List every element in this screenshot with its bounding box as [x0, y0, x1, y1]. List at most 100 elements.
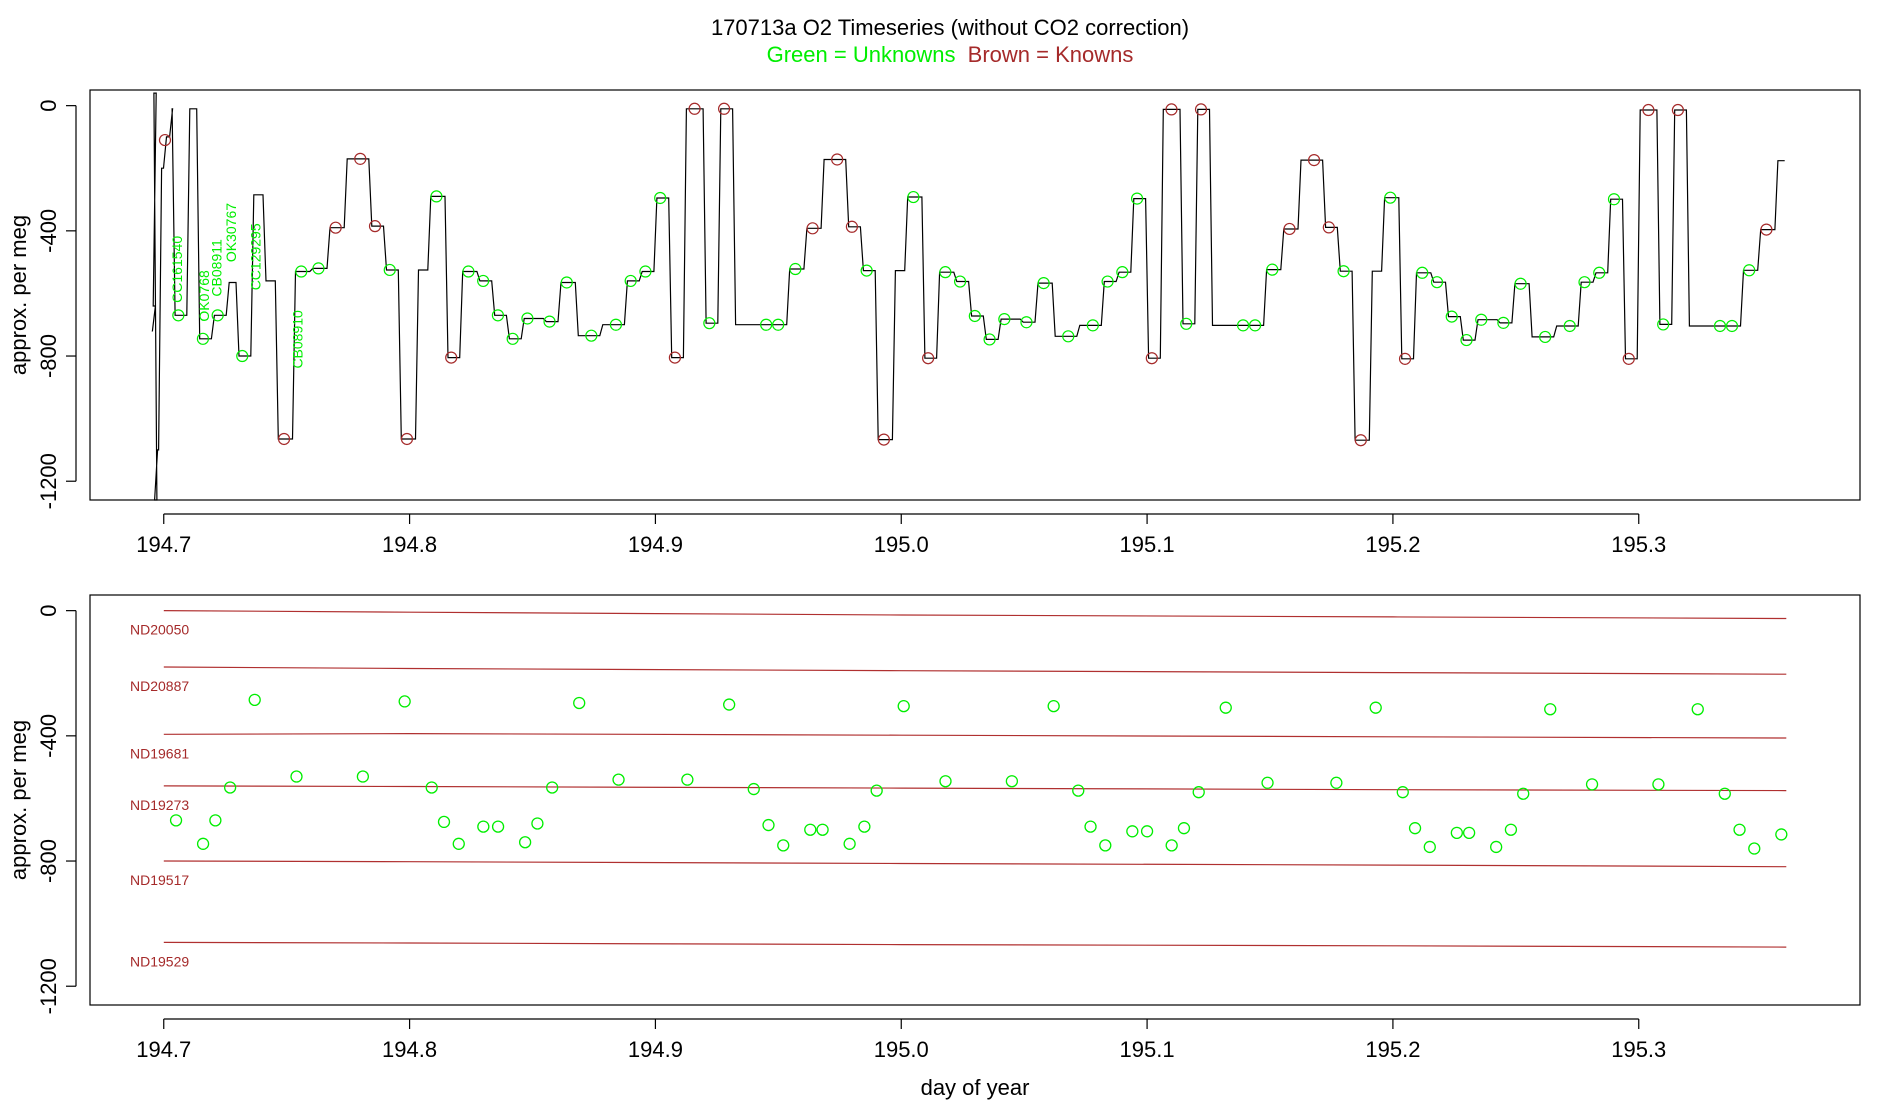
known-marker: [668, 351, 682, 364]
o2-trace-line: [151, 92, 1785, 501]
plot-frame: [89, 594, 1861, 1006]
unknown-marker: [1416, 266, 1429, 279]
unknown-point: [1219, 701, 1232, 714]
unknown-marker: [1713, 319, 1727, 333]
known-marker: [1642, 103, 1655, 117]
unknown-marker: [560, 276, 573, 289]
unknown-point: [477, 820, 490, 833]
unknown-marker: [860, 264, 873, 277]
known-marker: [922, 352, 935, 365]
reference-line-nd20050: [163, 610, 1787, 620]
unknown-marker: [1578, 276, 1591, 289]
bottom-panel-knowns-unknowns: 194.7 194.8 194.9 195.0 195.1 195.2 195.3 0 -400…: [6, 594, 1861, 1100]
unknown-marker: [172, 309, 185, 322]
unknown-marker: [1607, 193, 1621, 206]
x-tick-label: 194.8: [382, 532, 437, 557]
unknown-point: [897, 699, 910, 713]
known-marker: [877, 433, 890, 446]
known-marker: [1398, 352, 1412, 365]
unknown-marker: [1266, 263, 1279, 276]
y-tick-label: 0: [36, 100, 61, 112]
unknown-marker: [789, 262, 802, 276]
y-axis-label: approx. per meg: [6, 215, 31, 375]
unknown-point: [491, 820, 505, 833]
unknown-point: [612, 773, 625, 786]
unknown-marker: [196, 332, 210, 345]
unknown-point: [1775, 828, 1788, 841]
unknown-sample-label: CB08910: [290, 310, 306, 369]
unknown-point: [1396, 786, 1409, 799]
unknown-marker: [1539, 330, 1552, 344]
unknown-point: [1585, 778, 1599, 791]
unknown-marker: [1460, 333, 1473, 347]
unknown-marker: [703, 317, 716, 330]
reference-line-label: ND19681: [130, 745, 189, 761]
plot-frame: [89, 89, 1861, 501]
unknown-marker: [430, 190, 443, 203]
reference-line-nd19529: [163, 941, 1787, 948]
unknown-marker: [953, 275, 967, 288]
known-marker: [1307, 154, 1321, 167]
unknown-marker: [998, 312, 1011, 326]
unknown-point: [546, 781, 559, 794]
unknown-marker: [1180, 317, 1193, 330]
unknown-point: [1733, 823, 1746, 836]
unknown-point: [1544, 703, 1557, 716]
unknown-point: [681, 773, 694, 786]
unknown-sample-label: OK0768: [196, 270, 212, 322]
known-marker: [1194, 103, 1208, 116]
unknown-point: [1072, 784, 1085, 797]
unknown-marker: [1514, 277, 1527, 290]
y-tick-label: -400: [36, 209, 61, 253]
unknown-point: [196, 837, 210, 850]
unknown-marker: [983, 333, 996, 346]
x-axis-label: day of year: [921, 1075, 1030, 1100]
y-axis-label: approx. per meg: [6, 720, 31, 880]
unknown-point: [1408, 822, 1422, 835]
unknown-point: [1005, 775, 1019, 788]
x-tick-label: 195.0: [874, 1037, 929, 1062]
x-tick-label: 194.9: [628, 532, 683, 557]
unknown-marker: [1563, 319, 1576, 333]
unknown-marker: [609, 318, 623, 331]
unknown-marker: [1337, 265, 1350, 278]
unknown-point: [1691, 703, 1704, 716]
unknown-marker: [543, 315, 556, 328]
unknown-point: [518, 836, 532, 849]
reference-line-label: ND20050: [130, 622, 189, 638]
known-marker: [688, 102, 701, 115]
unknown-point: [1047, 699, 1060, 713]
known-marker: [329, 221, 342, 234]
y-tick-label: 0: [36, 605, 61, 617]
x-tick-label: 194.8: [382, 1037, 437, 1062]
unknown-point: [425, 781, 438, 794]
unknown-point: [1099, 839, 1112, 852]
known-marker: [831, 153, 844, 166]
unknown-marker: [1384, 191, 1397, 204]
known-marker: [354, 152, 367, 165]
unknown-sample-label: CB08911: [208, 239, 224, 297]
known-marker: [1760, 223, 1773, 236]
unknown-sample-label: CC129295: [248, 223, 264, 290]
top-panel-timeseries: 194.7 194.8 194.9 195.0 195.1 195.2 195.3 0 -400…: [6, 89, 1861, 557]
unknown-marker: [760, 318, 773, 331]
unknown-point: [1423, 840, 1436, 854]
unknown-marker: [1130, 192, 1144, 205]
unknown-marker: [654, 191, 667, 205]
unknown-point: [939, 775, 952, 788]
unknown-marker: [1116, 266, 1129, 279]
x-tick-label: 194.7: [136, 532, 191, 557]
unknown-marker: [383, 263, 396, 277]
unknown-marker: [1475, 313, 1488, 326]
subtitle-knowns: Brown = Knowns: [968, 42, 1134, 67]
unknown-marker: [1743, 264, 1756, 277]
known-marker: [1145, 352, 1158, 365]
known-marker: [400, 432, 414, 446]
unknown-sample-label: OK30767: [223, 203, 239, 262]
unknown-sample-label: CC161540: [169, 236, 185, 303]
x-tick-label: 195.1: [1120, 532, 1175, 557]
unknown-point: [723, 698, 736, 711]
reference-line-nd19681: [163, 732, 1787, 739]
y-tick-label: -1200: [36, 453, 61, 509]
